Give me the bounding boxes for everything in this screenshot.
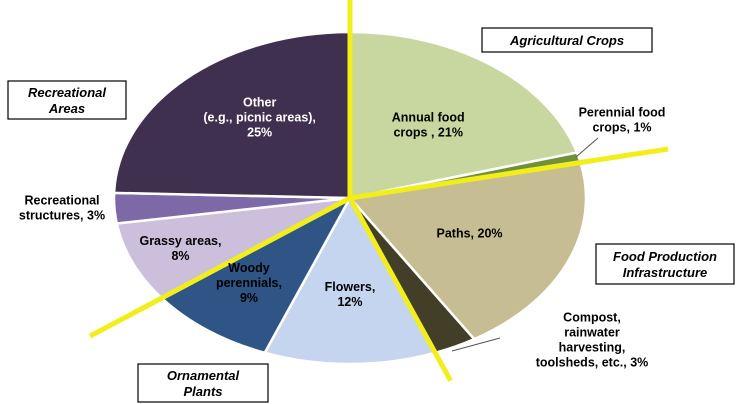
category-box-frame <box>137 363 269 403</box>
category-label: Food Production Infrastructure <box>613 249 717 280</box>
pie-slices <box>112 30 588 366</box>
category-box-frame <box>7 80 127 120</box>
category-box: Food Production Infrastructure <box>595 243 735 285</box>
slice-labels: Annual food crops , 21% Perennial food crop… <box>19 95 665 369</box>
category-label: Agricultural Crops <box>509 33 624 48</box>
slice-label: Other (e.g., picnic areas), 25% <box>203 95 316 139</box>
leader-lines <box>451 137 599 352</box>
pie-slice <box>347 161 588 341</box>
category-divider <box>88 195 352 339</box>
category-boxes: Agricultural Crops Food Production Infrast… <box>7 27 735 403</box>
leader-line <box>451 337 501 352</box>
category-dividers <box>88 0 669 382</box>
slice-label: Perennial food crops, 1% <box>579 106 666 135</box>
category-box: Agricultural Crops <box>481 27 653 53</box>
slice-label: Woody perennials, 9% <box>216 261 282 305</box>
category-box: Ornamental Plants <box>137 363 269 403</box>
category-box-frame <box>481 27 653 53</box>
pie-slice <box>159 194 354 355</box>
pie-slice <box>112 30 352 200</box>
slice-label: Paths, 20% <box>437 227 503 241</box>
slice-label: Grassy areas, 8% <box>139 234 221 263</box>
slice-label: Recreational structures, 3% <box>19 194 105 223</box>
leader-line <box>575 137 599 158</box>
category-label: Ornamental Plants <box>167 368 240 399</box>
category-label: Recreational Areas <box>28 85 106 116</box>
category-divider <box>347 196 453 382</box>
pie-slice <box>115 196 351 300</box>
slice-label: Flowers, 12% <box>325 280 376 309</box>
slice-label: Compost, rainwater harvesting, toolsheds, e… <box>536 311 649 370</box>
category-divider <box>349 146 669 201</box>
pie-slice <box>262 195 438 366</box>
category-box-frame <box>595 243 735 285</box>
category-box: Recreational Areas <box>7 80 127 120</box>
slice-label: Annual food crops , 21% <box>392 111 465 140</box>
pie-slice <box>348 30 579 200</box>
